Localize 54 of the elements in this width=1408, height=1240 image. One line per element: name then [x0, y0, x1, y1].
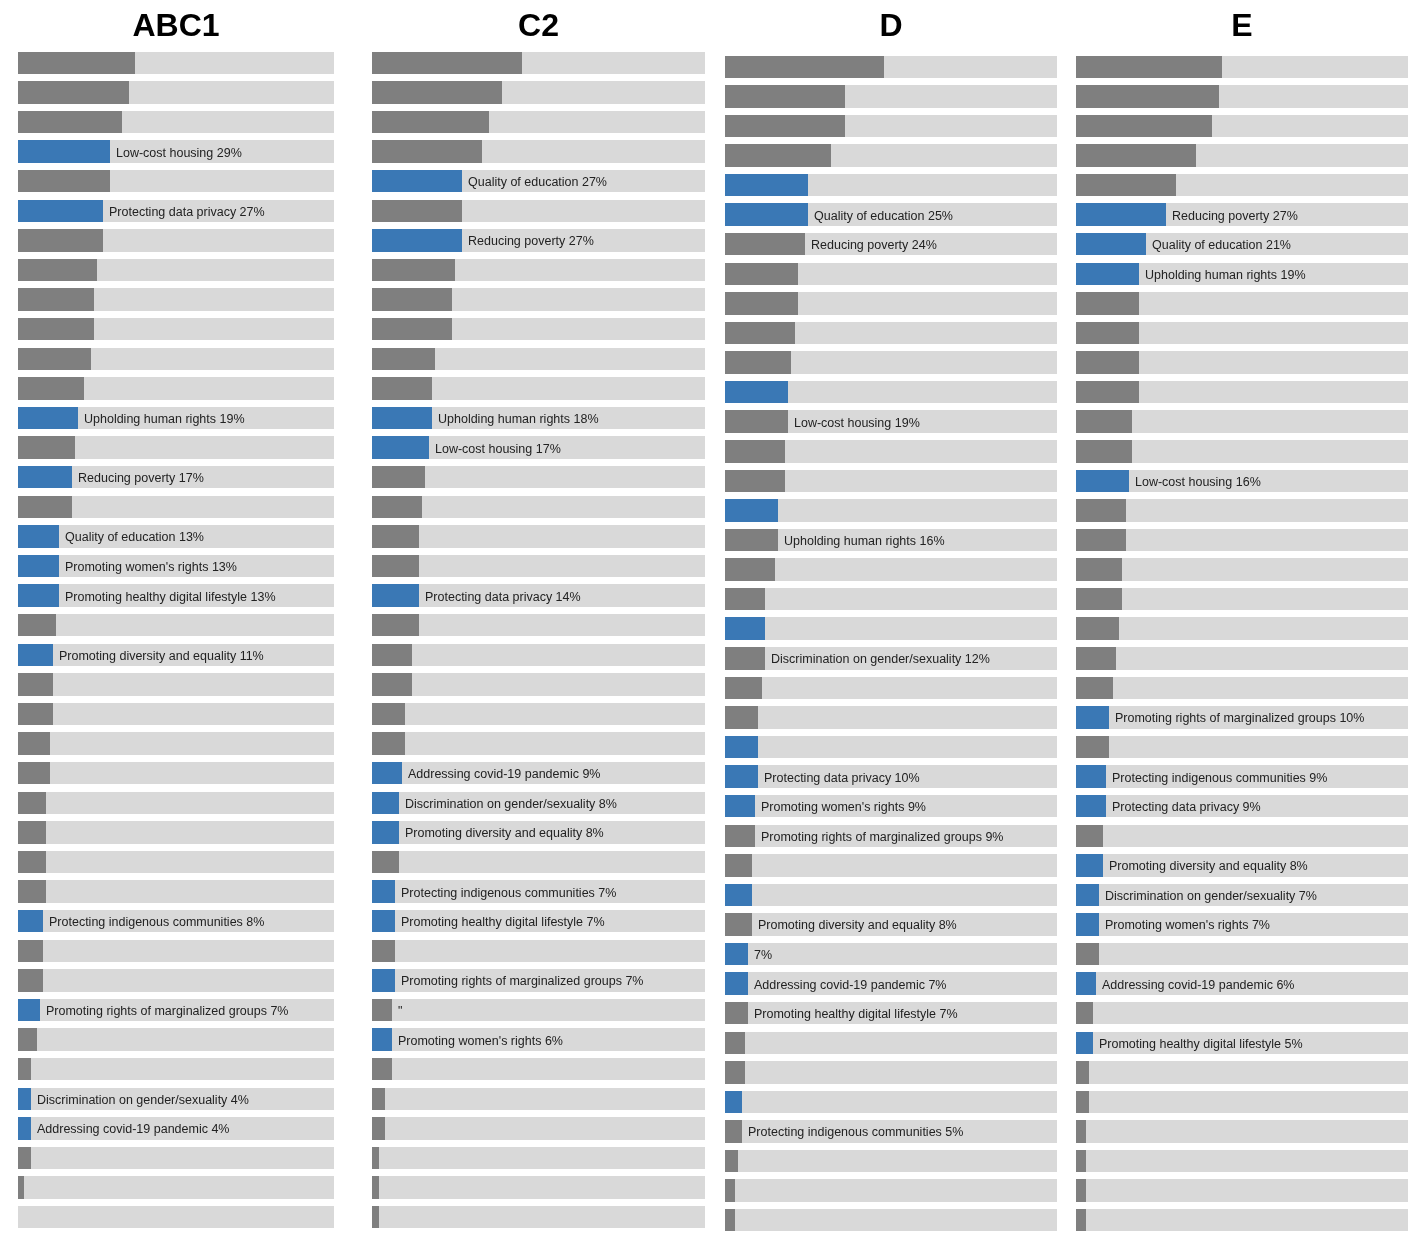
- data-label: Upholding human rights 18%: [438, 412, 599, 426]
- data-label: Protecting data privacy 27%: [109, 205, 265, 219]
- chart-title: ABC1: [132, 7, 220, 44]
- data-label: Protecting indigenous communities 5%: [748, 1125, 964, 1139]
- data-label: Quality of education 25%: [814, 209, 953, 223]
- data-label: Addressing covid-19 pandemic 9%: [408, 767, 601, 781]
- data-label: Promoting healthy digital lifestyle 7%: [401, 915, 605, 929]
- data-label: Promoting women's rights 9%: [761, 800, 926, 814]
- data-label: Protecting data privacy 10%: [764, 771, 920, 785]
- data-label: Addressing covid-19 pandemic 7%: [754, 978, 947, 992]
- data-label: Discrimination on gender/sexuality 7%: [1105, 889, 1317, 903]
- chart-title: E: [1231, 7, 1253, 44]
- data-label: Promoting rights of marginalized groups 7%: [46, 1004, 289, 1018]
- chart-title: C2: [518, 7, 559, 44]
- data-label: Upholding human rights 19%: [1145, 268, 1306, 282]
- data-label: Promoting rights of marginalized groups 9%: [761, 830, 1004, 844]
- data-label: Promoting women's rights 6%: [398, 1034, 563, 1048]
- data-label: Promoting women's rights 7%: [1105, 918, 1270, 932]
- data-label: Promoting rights of marginalized groups 10%: [1115, 711, 1365, 725]
- data-label: Quality of education 21%: [1152, 238, 1291, 252]
- data-label: Promoting healthy digital lifestyle 7%: [754, 1007, 958, 1021]
- data-label: Low-cost housing 17%: [435, 442, 561, 456]
- data-label: Protecting data privacy 9%: [1112, 800, 1261, 814]
- data-label: Promoting diversity and equality 11%: [59, 649, 264, 663]
- data-label: Protecting indigenous communities 7%: [401, 886, 617, 900]
- data-label: Reducing poverty 27%: [1172, 209, 1298, 223]
- data-label: Promoting healthy digital lifestyle 13%: [65, 590, 276, 604]
- data-label: Reducing poverty 17%: [78, 471, 204, 485]
- data-label: Quality of education 27%: [468, 175, 607, 189]
- data-label: Low-cost housing 16%: [1135, 475, 1261, 489]
- data-label: Addressing covid-19 pandemic 6%: [1102, 978, 1295, 992]
- data-label: Promoting diversity and equality 8%: [405, 826, 604, 840]
- data-label: 7%: [754, 948, 773, 962]
- data-label: Discrimination on gender/sexuality 4%: [37, 1093, 249, 1107]
- data-label: Discrimination on gender/sexuality 8%: [405, 797, 617, 811]
- data-label: Protecting data privacy 14%: [425, 590, 581, 604]
- data-label: Upholding human rights 16%: [784, 534, 945, 548]
- data-label: Low-cost housing 29%: [116, 146, 242, 160]
- data-label: Discrimination on gender/sexuality 12%: [771, 652, 990, 666]
- data-label: Protecting indigenous communities 9%: [1112, 771, 1328, 785]
- data-label: Promoting diversity and equality 8%: [1109, 859, 1308, 873]
- data-label: Protecting indigenous communities 8%: [49, 915, 265, 929]
- data-label: Addressing covid-19 pandemic 4%: [37, 1122, 230, 1136]
- data-label: Upholding human rights 19%: [84, 412, 245, 426]
- data-label: Promoting healthy digital lifestyle 5%: [1099, 1037, 1303, 1051]
- data-label: Promoting women's rights 13%: [65, 560, 237, 574]
- chart-title: D: [879, 7, 903, 44]
- data-label: Quality of education 13%: [65, 530, 204, 544]
- data-label: Low-cost housing 19%: [794, 416, 920, 430]
- data-label: ": [398, 1004, 403, 1018]
- data-label: Reducing poverty 24%: [811, 238, 937, 252]
- data-label: Promoting rights of marginalized groups 7%: [401, 974, 644, 988]
- data-label: Reducing poverty 27%: [468, 234, 594, 248]
- data-label: Promoting diversity and equality 8%: [758, 918, 957, 932]
